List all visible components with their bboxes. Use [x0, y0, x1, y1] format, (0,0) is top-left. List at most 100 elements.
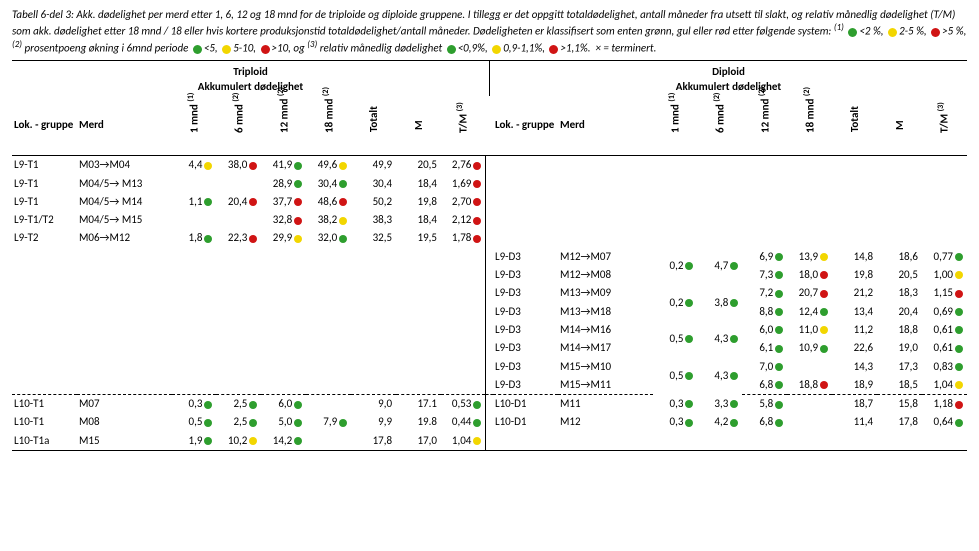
value-cell: 1,15 [922, 284, 967, 302]
value-cell [306, 303, 351, 321]
status-dot-icon [473, 217, 481, 225]
status-dot-icon [294, 162, 302, 170]
value-cell: 18,6 [877, 248, 922, 266]
value-cell: 6,9 [742, 248, 787, 266]
col-18mnd-left: 18 mnd (2) [306, 96, 351, 156]
value-cell [216, 376, 261, 395]
dot-yellow-icon [492, 45, 501, 54]
status-dot-icon [204, 198, 212, 206]
value-cell [172, 321, 217, 339]
status-dot-icon [339, 180, 347, 188]
value-cell: 14,8 [832, 248, 877, 266]
value-cell: 28,9 [261, 175, 306, 193]
value-cell [742, 175, 787, 193]
status-dot-icon [685, 262, 693, 270]
value-cell: 18,9 [832, 376, 877, 395]
value-cell: 5,8 [742, 395, 787, 414]
value-cell [922, 175, 967, 193]
value-cell [697, 432, 742, 451]
value-cell: 1,04 [441, 432, 486, 451]
value-cell: 0,2 [653, 248, 698, 285]
status-dot-icon [204, 235, 212, 243]
value-cell: 18,3 [877, 284, 922, 302]
table-row: L9-D3M15→M116,818,818,918,51,04 [12, 376, 967, 395]
value-cell [787, 432, 832, 451]
value-cell [306, 376, 351, 395]
status-dot-icon [473, 180, 481, 188]
value-cell: 32,5 [351, 229, 396, 247]
value-cell: M08 [77, 413, 172, 431]
mortality-table: Lok. - gruppe Merd 1 mnd (1) 6 mnd (2) 1… [12, 96, 967, 451]
value-cell: 1,8 [172, 229, 217, 247]
value-cell: 11,0 [787, 321, 832, 339]
value-cell: 17,8 [877, 413, 922, 431]
status-dot-icon [339, 235, 347, 243]
caption-sup3: (3) [307, 39, 317, 50]
value-cell: 22,3 [216, 229, 261, 247]
value-cell: 8,8 [742, 303, 787, 321]
value-cell [653, 156, 698, 175]
value-cell [306, 266, 351, 284]
status-dot-icon [820, 253, 828, 261]
value-cell: 37,7 [261, 193, 306, 211]
status-dot-icon [820, 345, 828, 353]
value-cell: 0,64 [922, 413, 967, 431]
value-cell: M11 [558, 395, 653, 414]
value-cell: 11,2 [832, 321, 877, 339]
value-cell: 18,7 [832, 395, 877, 414]
value-cell [697, 156, 742, 175]
value-cell [441, 358, 486, 376]
value-cell [922, 432, 967, 451]
status-dot-icon [775, 326, 783, 334]
value-cell: L9-T1 [12, 193, 77, 211]
value-cell [653, 211, 698, 229]
status-dot-icon [955, 290, 963, 298]
value-cell [261, 248, 306, 266]
status-dot-icon [955, 271, 963, 279]
value-cell [832, 193, 877, 211]
value-cell [832, 432, 877, 451]
value-cell: 17,8 [351, 432, 396, 451]
value-cell [697, 229, 742, 247]
value-cell: M03→M04 [77, 156, 172, 175]
value-cell [216, 175, 261, 193]
col-tm-left: T/M (3) [441, 96, 486, 156]
value-cell [493, 432, 558, 451]
col-12mnd-left: 12 mnd (2) [261, 96, 306, 156]
status-dot-icon [685, 419, 693, 427]
status-dot-icon [730, 299, 738, 307]
value-cell: 20,5 [396, 156, 441, 175]
value-cell: 7,0 [742, 358, 787, 376]
value-cell [77, 248, 172, 266]
value-cell [216, 284, 261, 302]
value-cell [441, 376, 486, 395]
value-cell [493, 156, 558, 175]
value-cell [558, 175, 653, 193]
value-cell: 4,4 [172, 156, 217, 175]
status-dot-icon [955, 419, 963, 427]
table-row: L10-T1M070,32,56,09,017.10,53L10-D1M110,… [12, 395, 967, 414]
status-dot-icon [685, 400, 693, 408]
value-cell [261, 266, 306, 284]
value-cell: 0,2 [653, 284, 698, 321]
value-cell: 1,04 [922, 376, 967, 395]
value-cell: 11,4 [832, 413, 877, 431]
dot-green-icon [193, 45, 202, 54]
value-cell: 32,0 [306, 229, 351, 247]
value-cell [558, 432, 653, 451]
dot-red-icon [549, 45, 558, 54]
col-tm-right: T/M (3) [922, 96, 967, 156]
status-dot-icon [249, 401, 257, 409]
value-cell: M04/5→ M13 [77, 175, 172, 193]
table-row: L9-T2M06→M121,822,329,932,032,519,51,78 [12, 229, 967, 247]
column-header-row: Lok. - gruppe Merd 1 mnd (1) 6 mnd (2) 1… [12, 96, 967, 156]
value-cell: 17.1 [396, 395, 441, 414]
value-cell: 1,69 [441, 175, 486, 193]
status-dot-icon [473, 419, 481, 427]
value-cell: 2,12 [441, 211, 486, 229]
value-cell [441, 266, 486, 284]
value-cell [558, 193, 653, 211]
table-row: L9-D3M12→M087,318,019,820,51,00 [12, 266, 967, 284]
value-cell: L9-T1 [12, 175, 77, 193]
value-cell [396, 284, 441, 302]
